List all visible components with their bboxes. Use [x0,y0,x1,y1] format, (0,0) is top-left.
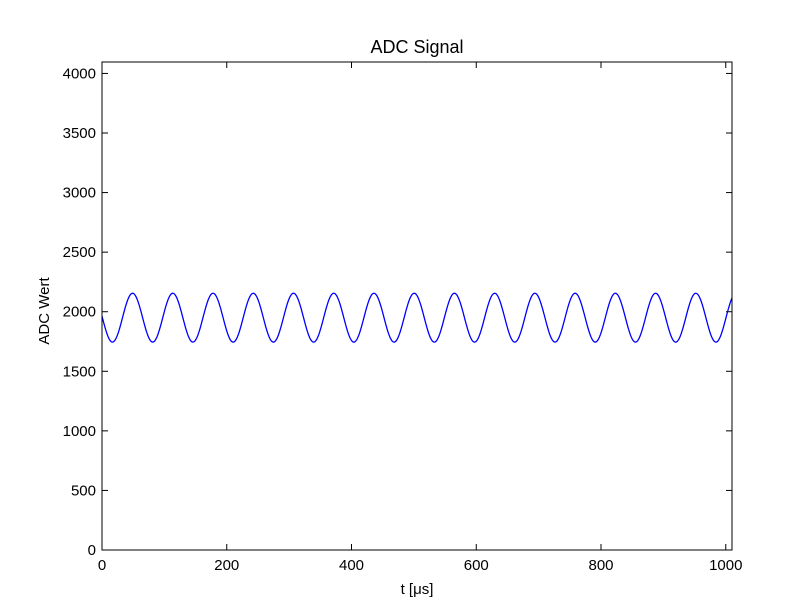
y-axis-label: ADC Wert [36,277,53,345]
y-tick-label: 2000 [63,304,96,321]
plot-frame [101,61,733,551]
x-axis-ticks: 0 200 400 600 800 1000 [98,62,742,574]
series-line [101,292,733,343]
y-tick-label: 500 [71,482,96,499]
y-tick-label: 0 [88,542,96,559]
chart-title: ADC Signal [370,37,463,57]
y-tick-label: 1500 [63,363,96,380]
x-tick-label: 600 [464,557,489,574]
x-tick-label: 800 [588,557,613,574]
y-tick-label: 3000 [63,185,96,202]
x-axis-label: t [μs] [401,581,434,598]
y-tick-label: 4000 [63,65,96,82]
y-tick-label: 1000 [63,423,96,440]
y-axis-ticks: 0 500 1000 1500 2000 2500 3000 3500 4000 [63,65,732,559]
x-tick-label: 200 [214,557,239,574]
x-tick-label: 400 [339,557,364,574]
y-tick-label: 2500 [63,244,96,261]
y-tick-label: 3500 [63,125,96,142]
x-tick-label: 1000 [709,557,742,574]
x-tick-label: 0 [98,557,106,574]
